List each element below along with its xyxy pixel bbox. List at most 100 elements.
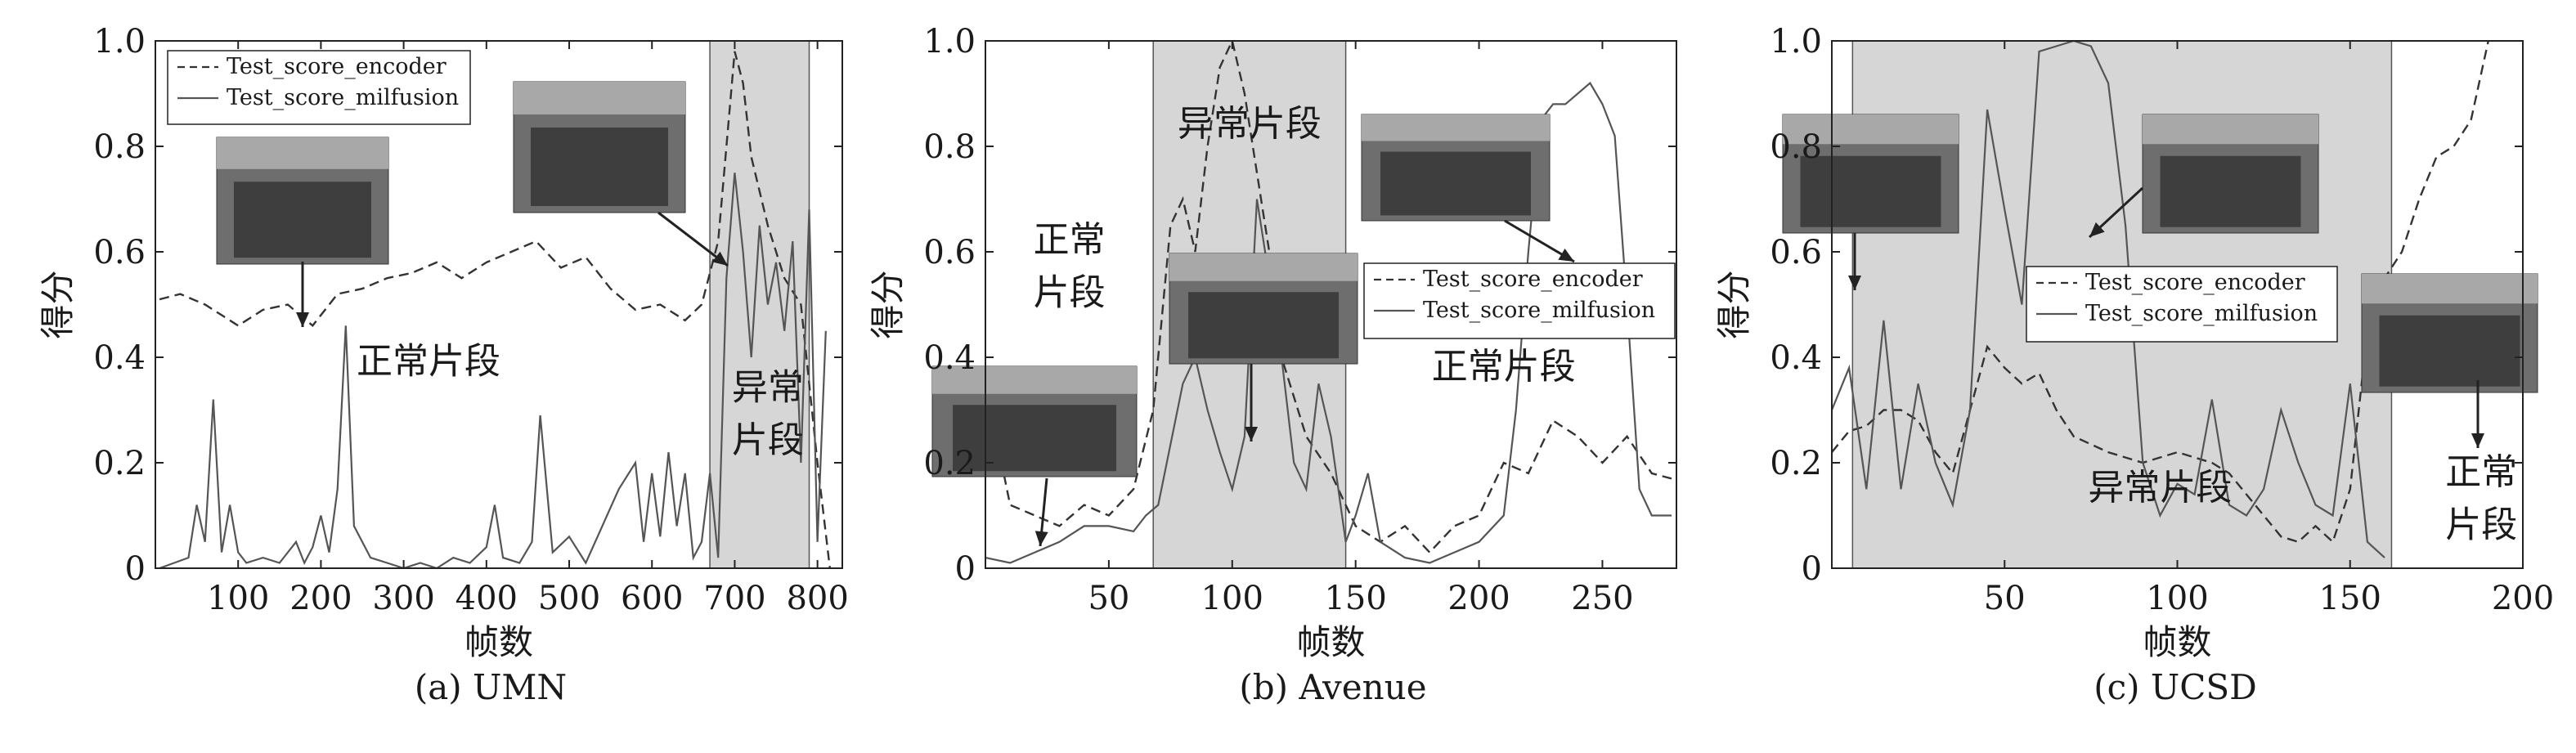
y-tick-label: 0.4 bbox=[923, 339, 976, 377]
panel-caption: (c) UCSD bbox=[2094, 667, 2257, 707]
x-tick-label: 100 bbox=[2146, 580, 2208, 617]
plot-frame bbox=[155, 40, 843, 569]
region-label: 正常 bbox=[2445, 451, 2517, 493]
y-tick-label: 0.4 bbox=[1770, 339, 1822, 377]
chart-panel-1: 0 0.2 0.4 0.6 0.8 1.0 100 200 300 400 500 600 700 800… bbox=[38, 23, 849, 707]
arrow-head bbox=[1558, 248, 1574, 262]
x-tick-label: 800 bbox=[786, 580, 848, 617]
legend-entry: Test_score_encoder bbox=[227, 54, 447, 79]
panel-caption: (b) Avenue bbox=[1239, 667, 1426, 707]
thumbnail-background-top bbox=[1362, 114, 1550, 141]
y-tick-label: 0 bbox=[125, 550, 146, 588]
thumbnail-ground bbox=[531, 128, 668, 206]
thumbnail-ground bbox=[953, 405, 1116, 472]
x-tick-label: 500 bbox=[538, 580, 600, 617]
legend-entry: Test_score_milfusion bbox=[1423, 298, 1655, 323]
frame-thumbnail bbox=[1169, 253, 1358, 365]
x-tick-label: 400 bbox=[456, 580, 518, 617]
series-line-encoder bbox=[159, 51, 831, 569]
x-tick-label: 100 bbox=[1201, 580, 1263, 617]
thumbnail-background-top bbox=[1783, 114, 1959, 145]
x-axis-title: 帧数 bbox=[464, 622, 533, 662]
x-tick-label: 200 bbox=[2492, 580, 2554, 617]
region-label: 片段 bbox=[2445, 504, 2517, 545]
region-label: 正常片段 bbox=[1432, 346, 1576, 388]
y-axis-title: 得分 bbox=[38, 270, 78, 338]
legend: Test_score_encoder Test_score_milfusion bbox=[1363, 262, 1676, 339]
legend-box bbox=[1363, 262, 1676, 339]
y-tick-label: 0.8 bbox=[923, 128, 976, 166]
plot-frame bbox=[985, 40, 1677, 569]
x-tick-label: 150 bbox=[1324, 580, 1386, 617]
y-tick-label: 1.0 bbox=[1770, 23, 1822, 61]
region-label: 异常片段 bbox=[2088, 467, 2232, 509]
arrow-head bbox=[296, 312, 309, 327]
frame-thumbnail bbox=[931, 365, 1138, 477]
legend-entry: Test_score_milfusion bbox=[2085, 301, 2318, 326]
region-label: 片段 bbox=[1034, 272, 1106, 314]
arrow-head bbox=[711, 251, 728, 266]
y-axis-title: 得分 bbox=[868, 270, 908, 338]
frame-thumbnail bbox=[1361, 114, 1551, 222]
x-axis-title: 帧数 bbox=[2143, 622, 2211, 662]
thumbnail-background-top bbox=[217, 137, 388, 169]
x-axis-title: 帧数 bbox=[1296, 622, 1365, 662]
thumbnail-ground bbox=[1800, 155, 1941, 227]
x-tick-label: 300 bbox=[372, 580, 434, 617]
y-tick-label: 0.2 bbox=[923, 445, 976, 482]
x-tick-label: 100 bbox=[207, 580, 269, 617]
thumbnail-background-top bbox=[1169, 253, 1358, 281]
region-label: 异常 bbox=[732, 367, 804, 409]
series-line-milfusion bbox=[1830, 39, 2385, 558]
y-tick-label: 0.4 bbox=[93, 339, 146, 377]
x-tick-label: 250 bbox=[1571, 580, 1633, 617]
panel-caption: (a) UMN bbox=[415, 667, 567, 707]
series-line-encoder bbox=[1831, 40, 2489, 544]
legend: Test_score_encoder Test_score_milfusion bbox=[167, 50, 471, 125]
arrow-head bbox=[1034, 531, 1048, 546]
thumbnail-ground bbox=[2379, 315, 2520, 387]
x-tick-label: 50 bbox=[1984, 580, 2026, 617]
x-tick-label: 700 bbox=[703, 580, 765, 617]
arrow-head bbox=[2471, 433, 2484, 448]
x-tick-label: 600 bbox=[621, 580, 683, 617]
y-tick-label: 0 bbox=[1802, 550, 1822, 588]
x-tick-label: 200 bbox=[1447, 580, 1510, 617]
thumbnail-ground bbox=[2160, 155, 2301, 227]
y-tick-label: 0.2 bbox=[1770, 445, 1822, 482]
arrow-head bbox=[1848, 276, 1861, 290]
y-tick-label: 0.6 bbox=[1770, 234, 1822, 271]
frame-thumbnail bbox=[2142, 114, 2319, 234]
y-tick-label: 0.2 bbox=[93, 445, 146, 482]
y-tick-label: 1.0 bbox=[93, 23, 146, 61]
y-tick-label: 0 bbox=[955, 550, 976, 588]
frame-thumbnail bbox=[216, 137, 389, 265]
series-line-milfusion bbox=[159, 173, 827, 570]
legend-entry: Test_score_encoder bbox=[1423, 267, 1643, 292]
x-tick-label: 200 bbox=[289, 580, 352, 617]
thumbnail-background-top bbox=[932, 366, 1137, 394]
legend-box bbox=[2026, 266, 2338, 343]
thumbnail-ground bbox=[1188, 292, 1339, 359]
x-tick-label: 150 bbox=[2319, 580, 2381, 617]
series-line-milfusion bbox=[985, 81, 1672, 564]
thumbnail-ground bbox=[1380, 151, 1531, 216]
region-label: 正常 bbox=[1034, 219, 1106, 261]
frame-thumbnail bbox=[513, 81, 686, 213]
thumbnail-ground bbox=[234, 182, 371, 258]
y-tick-label: 0.6 bbox=[923, 234, 976, 271]
thumbnail-background-top bbox=[2143, 114, 2318, 145]
thumbnail-background-top bbox=[514, 82, 685, 114]
region-label: 异常片段 bbox=[1178, 103, 1322, 145]
y-tick-label: 0.8 bbox=[1770, 128, 1822, 166]
y-axis-title: 得分 bbox=[1714, 270, 1754, 338]
frame-thumbnail bbox=[2361, 273, 2538, 393]
x-tick-label: 50 bbox=[1088, 580, 1129, 617]
thumbnail-background-top bbox=[2362, 274, 2538, 304]
legend: Test_score_encoder Test_score_milfusion bbox=[2026, 266, 2338, 343]
region-label: 片段 bbox=[732, 419, 804, 461]
y-tick-label: 1.0 bbox=[923, 23, 976, 61]
region-label: 正常片段 bbox=[357, 340, 500, 382]
